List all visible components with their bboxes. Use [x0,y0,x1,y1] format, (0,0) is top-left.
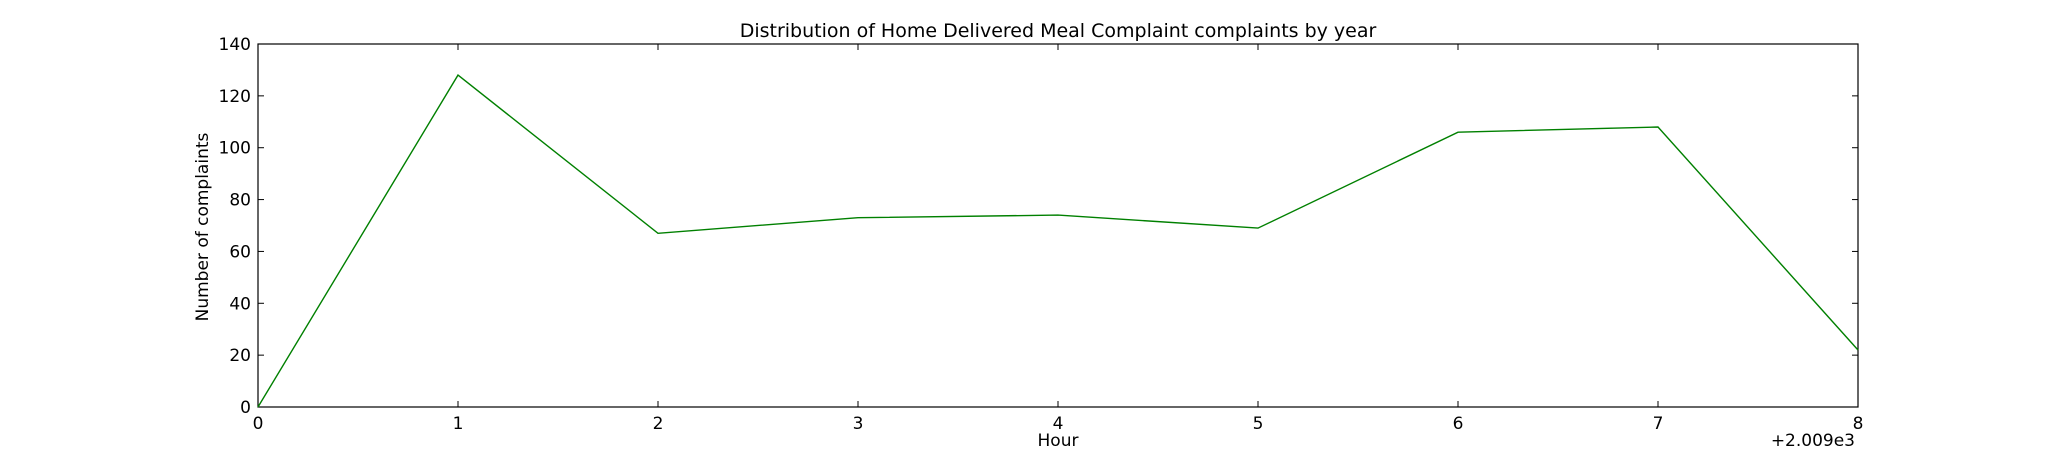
x-tick-label: 5 [1253,414,1264,434]
y-axis-label: Number of complaints [193,132,213,321]
x-tick-label: 6 [1453,414,1464,434]
y-tick-label: 80 [229,191,251,211]
y-tick-label: 0 [240,398,251,418]
y-tick-label: 60 [229,242,251,262]
chart-title: Distribution of Home Delivered Meal Comp… [740,20,1377,42]
y-tick-label: 20 [229,346,251,366]
x-tick-label: 2 [653,414,664,434]
x-tick-label: 4 [1053,414,1064,434]
x-axis-label: Hour [1038,431,1079,450]
x-tick-label: 0 [253,414,264,434]
y-tick-label: 100 [219,139,251,159]
x-tick-label: 8 [1853,414,1864,434]
x-tick-label: 7 [1653,414,1664,434]
y-tick-label: 40 [229,294,251,314]
x-tick-label: 3 [853,414,864,434]
x-tick-label: 1 [453,414,464,434]
x-axis-offset-label: +2.009e3 [1771,431,1855,450]
plot-frame [257,43,1859,408]
y-tick-label: 140 [219,35,251,55]
series-line [257,74,1859,408]
y-tick-label: 120 [219,87,251,107]
